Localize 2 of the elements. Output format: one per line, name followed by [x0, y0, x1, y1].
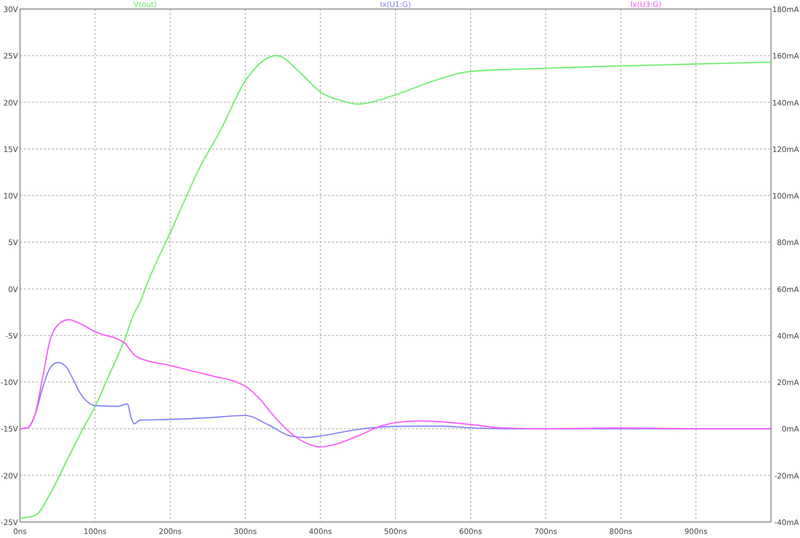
line-series	[19, 319, 772, 448]
line-series	[19, 55, 772, 519]
